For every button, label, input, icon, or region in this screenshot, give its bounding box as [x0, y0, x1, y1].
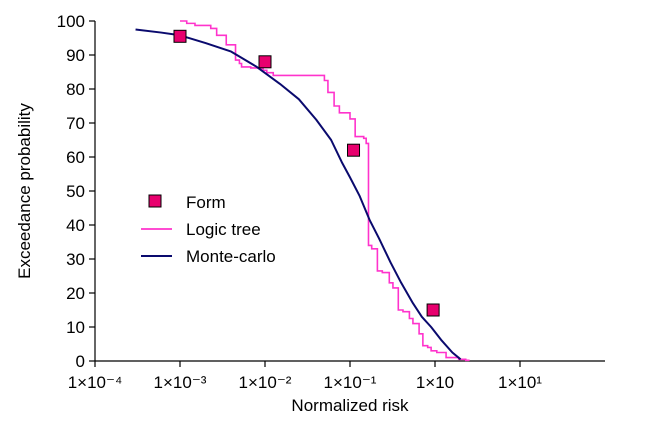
y-tick-label: 50 [66, 182, 85, 201]
form-marker [258, 55, 272, 69]
legend-item-monte-carlo: Monte-carlo [141, 247, 276, 266]
x-ticks: 1×10⁻⁴ 1×10⁻³ 1×10⁻² 1×10⁻¹ 1×10 1×10¹ [68, 361, 542, 392]
legend-item-form: Form [148, 193, 226, 212]
y-tick-label: 100 [57, 12, 85, 31]
legend: Form Logic tree Monte-carlo [141, 193, 276, 266]
y-tick-label: 10 [66, 318, 85, 337]
y-tick-label: 80 [66, 80, 85, 99]
y-tick-label: 60 [66, 148, 85, 167]
form-marker [347, 143, 361, 157]
series-line-logic-tree [180, 20, 470, 362]
y-ticks: 0 10 20 30 40 50 60 70 80 90 100 [57, 12, 95, 371]
series-line-monte-carlo [135, 28, 462, 361]
x-tick-label: 1×10⁻⁴ [68, 373, 123, 392]
series-layer [135, 20, 470, 362]
legend-label-form: Form [186, 193, 226, 212]
legend-item-logic-tree: Logic tree [141, 220, 261, 239]
y-axis-title: Exceedance probability [15, 103, 34, 279]
y-tick-label: 90 [66, 46, 85, 65]
x-tick-label: 1×10⁻¹ [324, 373, 377, 392]
x-tick-label: 1×10 [416, 373, 454, 392]
legend-label-monte-carlo: Monte-carlo [186, 247, 276, 266]
y-tick-label: 0 [76, 352, 85, 371]
legend-label-logic-tree: Logic tree [186, 220, 261, 239]
y-tick-label: 20 [66, 284, 85, 303]
y-tick-label: 40 [66, 216, 85, 235]
y-tick-label: 70 [66, 114, 85, 133]
x-tick-label: 1×10¹ [498, 373, 542, 392]
legend-marker-form [148, 194, 162, 208]
x-tick-label: 1×10⁻² [239, 373, 292, 392]
plot-frame [94, 21, 605, 362]
x-axis-title: Normalized risk [291, 396, 409, 415]
y-tick-label: 30 [66, 250, 85, 269]
form-marker [426, 303, 440, 317]
x-tick-label: 1×10⁻³ [154, 373, 207, 392]
form-marker [173, 29, 187, 43]
